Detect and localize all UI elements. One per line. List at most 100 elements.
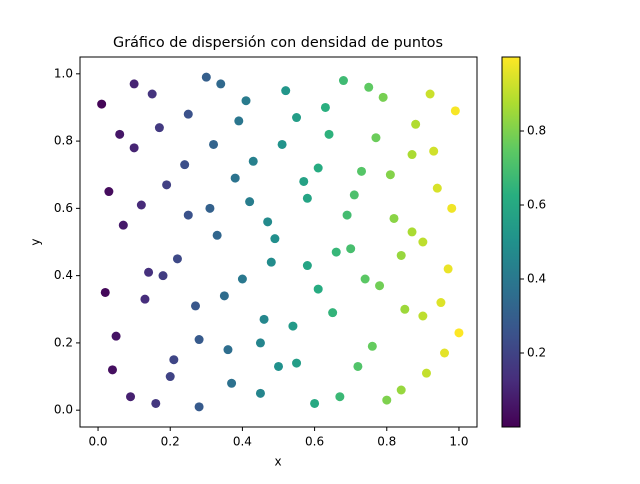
scatter-point (407, 150, 417, 160)
scatter-point (241, 96, 251, 106)
scatter-point (270, 234, 280, 244)
scatter-point (407, 227, 417, 237)
scatter-point (353, 361, 363, 371)
scatter-point (129, 79, 139, 89)
scatter-point (205, 203, 215, 213)
scatter-point (129, 143, 139, 153)
x-tick-label: 0.6 (305, 435, 324, 449)
scatter-point (140, 294, 150, 304)
scatter-point (183, 109, 193, 119)
scatter-point (349, 190, 359, 200)
scatter-point (375, 281, 385, 291)
scatter-point (385, 170, 395, 180)
scatter-point (360, 274, 370, 284)
scatter-point (172, 254, 182, 264)
scatter-point (169, 355, 179, 365)
scatter-point (292, 113, 302, 123)
scatter-point (328, 308, 338, 318)
colorbar-tick-label: 0.4 (527, 272, 546, 286)
scatter-point (151, 398, 161, 408)
y-tick-label: 0.8 (54, 134, 73, 148)
scatter-point (180, 160, 190, 170)
scatter-point (194, 335, 204, 345)
x-tick-label: 0.8 (377, 435, 396, 449)
scatter-point (447, 203, 457, 213)
x-tick-label: 0.0 (88, 435, 107, 449)
scatter-point (165, 372, 175, 382)
scatter-point (154, 123, 164, 133)
scatter-point (259, 314, 269, 324)
scatter-point (118, 220, 128, 230)
x-tick-label: 1.0 (449, 435, 468, 449)
scatter-point (342, 210, 352, 220)
scatter-point (331, 247, 341, 257)
scatter-point (335, 392, 345, 402)
chart-title: Gráfico de dispersión con densidad de pu… (113, 35, 443, 51)
scatter-point (190, 301, 200, 311)
scatter-point (320, 102, 330, 112)
scatter-point (183, 210, 193, 220)
scatter-point (126, 392, 136, 402)
scatter-point (421, 368, 431, 378)
scatter-point (100, 287, 110, 297)
scatter-point (367, 341, 377, 351)
y-tick-label: 0.4 (54, 268, 73, 282)
scatter-point (357, 166, 367, 176)
scatter-point (346, 244, 356, 254)
colorbar-tick-label: 0.8 (527, 124, 546, 138)
scatter-point (237, 274, 247, 284)
scatter-point (223, 345, 233, 355)
scatter-point (454, 328, 464, 338)
scatter-point (227, 378, 237, 388)
scatter-point (432, 183, 442, 193)
y-tick-label: 0.6 (54, 201, 73, 215)
scatter-point (245, 197, 255, 207)
scatter-point (371, 133, 381, 143)
scatter-point (97, 99, 107, 109)
scatter-point (396, 250, 406, 260)
scatter-point (216, 79, 226, 89)
scatter-point (212, 230, 222, 240)
scatter-point (429, 146, 439, 156)
scatter-point (111, 331, 121, 341)
scatter-point (313, 163, 323, 173)
scatter-point (440, 348, 450, 358)
scatter-point (281, 86, 291, 96)
scatter-point (288, 321, 298, 331)
scatter-point (255, 388, 265, 398)
scatter-point (292, 358, 302, 368)
plot-frame (79, 56, 478, 428)
scatter-point (147, 89, 157, 99)
scatter-point (400, 304, 410, 314)
scatter-point (234, 116, 244, 126)
colorbar-tick-label: 0.2 (527, 346, 546, 360)
scatter-point (277, 139, 287, 149)
x-tick-label: 0.4 (233, 435, 252, 449)
scatter-point (248, 156, 258, 166)
scatter-point (310, 398, 320, 408)
scatter-point (378, 92, 388, 102)
scatter-point (302, 193, 312, 203)
scatter-point (194, 402, 204, 412)
scatter-point (107, 365, 117, 375)
scatter-point (411, 119, 421, 129)
scatter-point (266, 257, 276, 267)
scatter-point (324, 129, 334, 139)
scatter-point (209, 139, 219, 149)
scatter-point (436, 298, 446, 308)
colorbar-tick-label: 0.6 (527, 198, 546, 212)
scatter-point (396, 385, 406, 395)
scatter-point (115, 129, 125, 139)
scatter-point (219, 291, 229, 301)
y-tick-label: 0.0 (54, 403, 73, 417)
scatter-point (443, 264, 453, 274)
scatter-point (162, 180, 172, 190)
y-tick-label: 0.2 (54, 335, 73, 349)
scatter-point (302, 261, 312, 271)
scatter-point (230, 173, 240, 183)
scatter-point (299, 176, 309, 186)
scatter-point (364, 82, 374, 92)
x-axis-label: x (274, 455, 281, 469)
colorbar-frame (501, 56, 521, 428)
